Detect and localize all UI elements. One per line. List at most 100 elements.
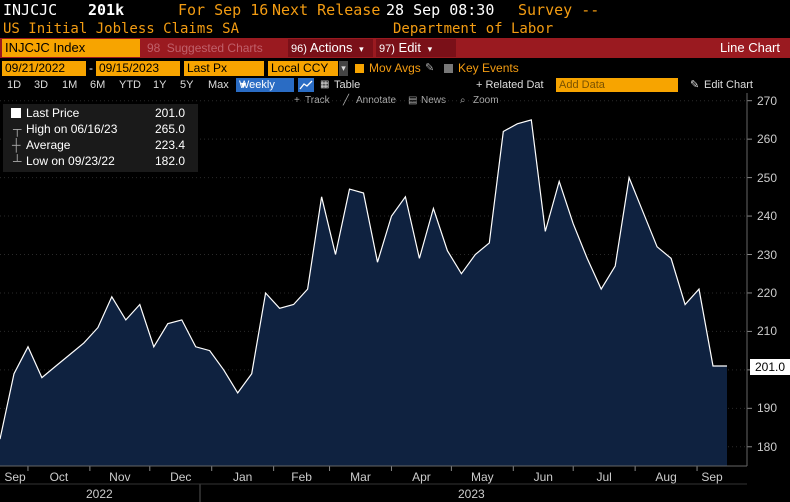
last-value: 201k [88, 1, 125, 19]
period-bar: 1D 3D 1M 6M YTD 1Y 5Y Max Weekly ▼ ▦ Tab… [0, 77, 790, 93]
period-6m[interactable]: 6M [90, 79, 106, 91]
legend-last-value: 201.0 [154, 106, 185, 120]
chart-legend[interactable]: Last Price 201.0 ┬ High on 06/16/23 265.… [3, 104, 198, 172]
y-tick-label: 260 [757, 132, 778, 147]
start-date-input[interactable]: 09/21/2022 [2, 61, 86, 76]
table-label[interactable]: Table [334, 79, 361, 91]
actions-button[interactable]: 96) Actions ▾ [288, 39, 373, 57]
subtitle-bar: US Initial Jobless Claims SA Department … [0, 20, 790, 38]
legend-last-label: Last Price [26, 106, 80, 120]
edit-button[interactable]: 97) Edit ▾ [376, 39, 456, 57]
legend-last-price: Last Price 201.0 [3, 106, 198, 121]
pencil-icon[interactable]: ✎ [690, 79, 700, 91]
x-tick-label: May [470, 470, 494, 484]
legend-low: ┴ Low on 09/23/22 182.0 [3, 154, 198, 169]
legend-high-value: 265.0 [154, 122, 185, 136]
x-tick-label: Apr [412, 470, 431, 484]
pencil-icon[interactable]: ✎ [425, 62, 435, 74]
add-data-input[interactable]: Add Data [556, 78, 678, 92]
edit-chart-label[interactable]: Edit Chart [704, 79, 753, 91]
frequency-label: Weekly [239, 79, 275, 91]
actions-label: Actions [309, 40, 353, 55]
legend-swatch [11, 108, 21, 118]
price-area [0, 119, 727, 467]
y-tick-label: 220 [757, 285, 778, 300]
range-dash: - [89, 61, 93, 75]
source: Department of Labor [393, 21, 554, 37]
x-tick-label: Feb [291, 470, 312, 484]
zoom-tool[interactable]: Zoom [473, 95, 499, 106]
mov-avgs-label[interactable]: Mov Avgs [369, 61, 421, 75]
index-field[interactable]: INJCJC Index [2, 39, 140, 57]
last-value-tag: 201.0 [750, 359, 790, 375]
y-tick-label: 270 [757, 93, 778, 108]
x-tick-label: Jun [533, 470, 553, 484]
field-select[interactable]: Last Px [184, 61, 264, 76]
x-tick-label: Oct [49, 470, 69, 484]
next-release-label: Next Release [272, 1, 381, 19]
x-tick-label: Mar [350, 470, 371, 484]
legend-high: ┬ High on 06/16/23 265.0 [3, 122, 198, 137]
period-1m[interactable]: 1M [62, 79, 78, 91]
edit-num: 97) [379, 43, 395, 55]
actions-num: 96) [291, 43, 307, 55]
chevron-down-icon: ▾ [427, 44, 433, 54]
suggested-charts-button[interactable]: 98 Suggested Charts [143, 39, 283, 57]
ticker: INJCJC [3, 1, 58, 19]
y-tick-label: 240 [757, 209, 778, 224]
average-marker-icon: ┼ [12, 138, 21, 152]
x-tick-label: Aug [655, 470, 677, 484]
x-tick-label: Sep [701, 470, 723, 484]
next-release-date: 28 Sep 08:30 [386, 1, 495, 19]
track-tool[interactable]: Track [305, 95, 330, 106]
low-marker-icon: ┴ [13, 154, 22, 168]
suggested-label: Suggested Charts [166, 41, 263, 55]
for-date: For Sep 16 [178, 1, 269, 19]
legend-average: ┼ Average 223.4 [3, 138, 198, 153]
survey: Survey -- [518, 1, 600, 19]
x-tick-label: Sep [4, 470, 26, 484]
mov-avgs-swatch [355, 64, 364, 73]
frequency-select[interactable]: Weekly ▼ [236, 78, 294, 92]
key-events-label[interactable]: Key Events [458, 61, 519, 75]
security-name: US Initial Jobless Claims SA [3, 21, 240, 37]
menu-bar: INJCJC Index 98 Suggested Charts 96) Act… [0, 38, 790, 58]
zoom-icon: ⌕ [460, 95, 466, 106]
legend-average-label: Average [26, 138, 71, 152]
title-bar: INJCJC 201k For Sep 16 Next Release 28 S… [0, 0, 790, 20]
x-tick-label: Jan [232, 470, 253, 484]
legend-low-value: 182.0 [154, 154, 185, 168]
year-label-2022: 2022 [86, 487, 113, 501]
high-marker-icon: ┬ [13, 122, 22, 136]
period-3d[interactable]: 3D [34, 79, 49, 91]
chart-type-label: Line Chart [720, 40, 780, 55]
legend-average-value: 223.4 [154, 138, 185, 152]
range-bar: 09/21/2022 - 09/15/2023 Last Px Local CC… [0, 60, 790, 77]
period-ytd[interactable]: YTD [119, 79, 141, 91]
y-tick-label: 210 [757, 324, 778, 339]
currency-select[interactable]: Local CCY [268, 61, 338, 76]
line-chart-icon[interactable] [298, 78, 314, 92]
y-tick-label: 190 [757, 401, 778, 416]
currency-dropdown-icon[interactable]: ▾ [339, 61, 348, 76]
period-1y[interactable]: 1Y [153, 79, 167, 91]
y-tick-label: 230 [757, 247, 778, 262]
legend-low-label: Low on 09/23/22 [26, 154, 115, 168]
period-5y[interactable]: 5Y [180, 79, 194, 91]
news-tool[interactable]: News [421, 95, 447, 106]
x-tick-label: Dec [170, 470, 192, 484]
chevron-down-icon: ▾ [359, 44, 364, 54]
period-max[interactable]: Max [208, 79, 229, 91]
y-tick-label: 180 [757, 439, 778, 454]
x-tick-label: Nov [109, 470, 131, 484]
legend-high-label: High on 06/16/23 [26, 122, 118, 136]
period-1d[interactable]: 1D [7, 79, 22, 91]
table-icon[interactable]: ▦ [320, 79, 330, 90]
chevron-down-icon: ▼ [239, 80, 248, 90]
price-line [0, 119, 727, 440]
related-data-label[interactable]: + Related Dat [476, 79, 544, 91]
key-events-checkbox[interactable] [444, 64, 453, 73]
edit-label: Edit [398, 40, 421, 55]
end-date-input[interactable]: 09/15/2023 [96, 61, 180, 76]
